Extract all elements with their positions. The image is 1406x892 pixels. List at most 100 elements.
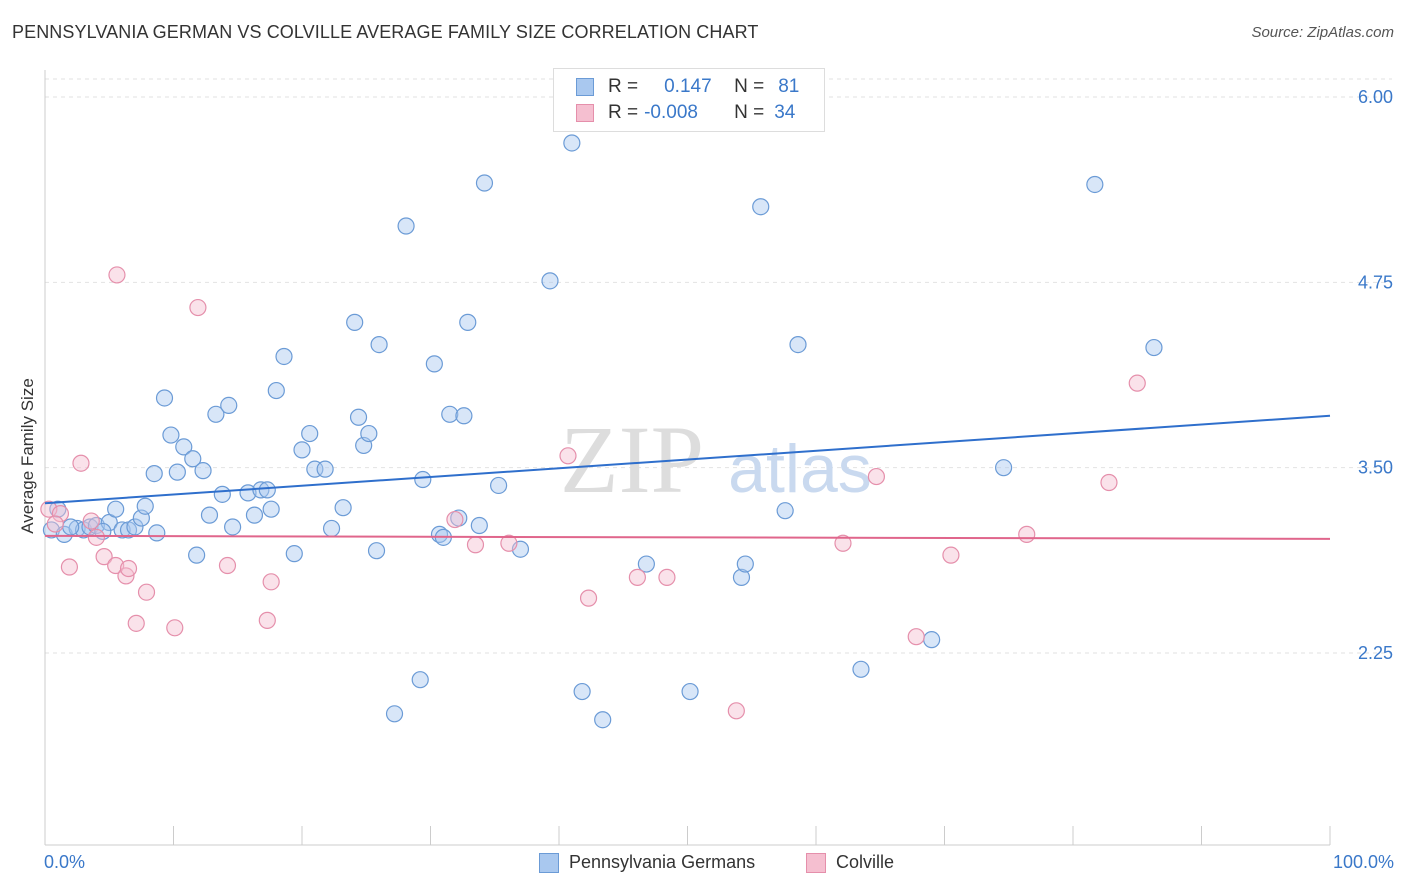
data-point [752, 198, 770, 216]
data-point [258, 611, 276, 629]
data-point [258, 481, 276, 499]
y-tick-labels: 2.25 3.50 4.75 6.00 [1358, 87, 1393, 663]
watermark: ZIP atlas [560, 406, 872, 513]
data-point [923, 631, 941, 649]
data-point [425, 355, 443, 373]
data-point [137, 583, 156, 601]
data-point [455, 407, 473, 425]
data-point [293, 441, 311, 459]
data-point [459, 313, 477, 331]
data-point [95, 548, 113, 566]
source-label: Source: ZipAtlas.com [1251, 24, 1394, 41]
bottom-legend-swatch-pink [806, 852, 826, 873]
bottom-legend-colville: Colville [806, 852, 894, 873]
data-point [834, 534, 852, 552]
data-point [411, 671, 429, 689]
y-tick-label: 2.25 [1358, 643, 1393, 663]
bottom-legend-label: Colville [836, 852, 895, 872]
data-point [51, 505, 70, 523]
data-point [579, 589, 598, 607]
data-point [1018, 525, 1036, 543]
legend-swatch-blue [576, 78, 594, 96]
trend-lines [44, 414, 1331, 540]
data-point [155, 389, 174, 407]
trend-line [44, 414, 1331, 505]
y-tick-label: 3.50 [1358, 458, 1393, 478]
data-point [113, 521, 131, 539]
data-point [218, 556, 237, 575]
data-point [107, 500, 125, 518]
legend-row-colville: R = -0.008 N = 34 [576, 100, 795, 126]
data-point [267, 381, 285, 400]
data-point [136, 497, 154, 515]
data-point [446, 510, 464, 529]
y-axis-label: Average Family Size [18, 378, 37, 534]
legend-r-label: R = [608, 102, 639, 123]
data-point [470, 516, 488, 535]
data-point [637, 555, 655, 573]
data-point [995, 459, 1013, 477]
grid-lines [45, 78, 1392, 654]
legend-n-label: N = [734, 102, 765, 123]
legend-swatch-pink [576, 104, 594, 122]
x-tick-label-max: 100.0% [1332, 852, 1394, 872]
data-point [188, 546, 206, 564]
data-point [166, 619, 184, 637]
data-point [736, 555, 754, 573]
data-point [500, 534, 518, 552]
data-point [681, 682, 699, 701]
data-point [127, 614, 145, 632]
legend-r-value: 0.147 [664, 76, 712, 97]
data-point [573, 682, 591, 701]
data-point [148, 524, 166, 542]
data-point [322, 519, 341, 538]
bottom-legend: Pennsylvania Germans Colville [0, 852, 1406, 878]
data-point [46, 515, 64, 533]
data-point [466, 536, 485, 554]
stats-legend: R = 0.147 N = 81 R = -0.008 N = 34 [553, 68, 825, 132]
data-point [349, 408, 368, 426]
y-tick-label: 6.00 [1358, 87, 1393, 107]
data-point [397, 217, 415, 235]
data-point [60, 558, 79, 576]
y-tick-label: 4.75 [1358, 272, 1393, 292]
data-point [168, 463, 186, 481]
chart-title: PENNSYLVANIA GERMAN VS COLVILLE AVERAGE … [12, 22, 759, 42]
bottom-legend-pennsylvania-germans: Pennsylvania Germans [539, 852, 755, 873]
series-pennsylvania-germans [42, 134, 1163, 729]
axes [44, 70, 1331, 846]
legend-r-value: -0.008 [644, 102, 698, 123]
data-point [1100, 473, 1118, 492]
data-point [475, 174, 494, 192]
data-point [414, 470, 432, 489]
series-colville [40, 266, 1146, 720]
legend-r-label: R = [608, 76, 639, 97]
data-point [62, 518, 80, 536]
legend-row-pennsylvania-germans: R = 0.147 N = 81 [576, 74, 799, 100]
data-point [334, 499, 352, 517]
data-point [541, 272, 559, 290]
data-point [72, 454, 90, 472]
data-point [107, 556, 125, 575]
data-point [224, 518, 242, 536]
data-point [145, 464, 163, 483]
data-point [852, 660, 870, 678]
data-point [1128, 374, 1146, 392]
data-point [370, 336, 388, 354]
data-point [262, 573, 280, 591]
data-point [175, 438, 193, 456]
data-point [189, 298, 207, 317]
data-point [184, 450, 202, 468]
data-point [441, 405, 459, 423]
data-point [285, 545, 303, 563]
trend-line [44, 534, 1331, 540]
data-point [559, 447, 577, 465]
data-point [262, 500, 280, 518]
data-point [220, 396, 238, 414]
x-tick-label-min: 0.0% [44, 852, 86, 872]
data-point [1145, 338, 1163, 357]
data-point [346, 313, 364, 331]
watermark-atlas: atlas [728, 431, 872, 507]
data-point [385, 705, 404, 723]
